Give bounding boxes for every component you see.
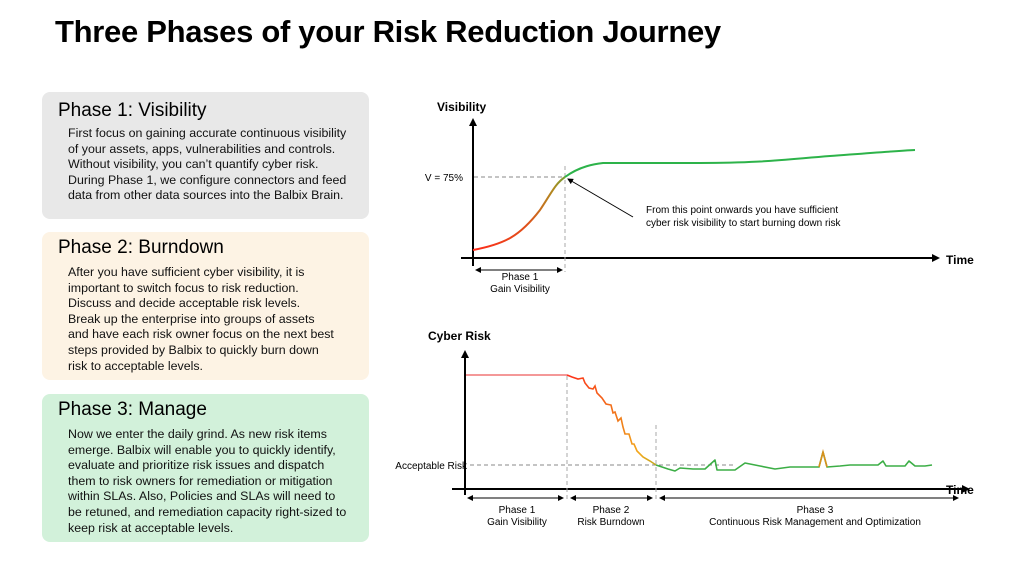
phase-2-heading: Phase 2: Burndown (58, 237, 224, 258)
phase-2-box: Phase 2: Burndown After you have suffici… (42, 232, 369, 380)
text-line: keep risk at acceptable levels. (68, 520, 234, 535)
threshold-label: V = 75% (425, 173, 463, 184)
text-line: evaluate and prioritize risk issues and … (68, 458, 325, 473)
text-line: be retuned, and remediation capacity rig… (68, 504, 347, 519)
visibility-diagram: Visibility Time V = 75% From this point … (425, 100, 974, 295)
visibility-axis-label: Visibility (437, 100, 486, 114)
text-line: steps provided by Balbix to quickly burn… (68, 342, 319, 357)
annotation-line-2: cyber risk visibility to start burning d… (646, 218, 842, 229)
visibility-curve-plateau (564, 149, 916, 178)
text-line: them to risk owners for remediation or m… (68, 473, 333, 488)
text-line: After you have sufficient cyber visibili… (68, 265, 305, 279)
phase-1-sublabel: Gain Visibility (490, 284, 550, 295)
text-line: emerge. Balbix will enable you to quickl… (68, 442, 336, 457)
risk-managed-curve (655, 451, 933, 472)
text-line: During Phase 1, we configure connectors … (68, 172, 347, 187)
text-line: Discuss and decide acceptable risk level… (68, 296, 301, 311)
text-line: within SLAs. Also, Policies and SLAs wil… (68, 489, 336, 504)
phase-3-description: Now we enter the daily grind. As new ris… (68, 427, 346, 536)
text-line: of your assets, apps, vulnerabilities an… (68, 141, 336, 156)
risk-burndown-curve (566, 374, 657, 466)
text-line: Break up the enterprise into groups of a… (68, 311, 315, 326)
risk-spike (818, 448, 828, 468)
time-axis-label: Time (946, 483, 974, 497)
phase-3-label: Phase 3 (797, 505, 834, 516)
time-axis-label: Time (946, 253, 974, 267)
phase-2-label: Phase 2 (593, 505, 630, 516)
text-line: and have each risk owner focus on the ne… (68, 327, 334, 342)
phase-2-description: After you have sufficient cyber visibili… (68, 265, 334, 374)
text-line: risk to acceptable levels. (68, 358, 203, 373)
phase-3-heading: Phase 3: Manage (58, 399, 207, 420)
text-line: First focus on gaining accurate continuo… (68, 126, 347, 140)
phase-1-label: Phase 1 (499, 505, 536, 516)
cyber-risk-diagram: Cyber Risk Time Acceptable Risk Phase 1 … (395, 329, 974, 528)
text-line: Without visibility, you can’t quantify c… (68, 157, 319, 172)
acceptable-risk-label: Acceptable Risk (395, 461, 468, 472)
annotation-arrow (567, 178, 634, 218)
cyber-risk-axis-label: Cyber Risk (428, 329, 491, 343)
phase-1-label: Phase 1 (502, 272, 539, 283)
text-line: important to switch focus to risk reduct… (68, 280, 299, 295)
phase-1-sublabel: Gain Visibility (487, 517, 547, 528)
phase-1-box: Phase 1: Visibility First focus on gaini… (42, 92, 369, 219)
phase-2-sublabel: Risk Burndown (577, 517, 644, 528)
phase-3-sublabel: Continuous Risk Management and Optimizat… (709, 517, 921, 528)
text-line: Now we enter the daily grind. As new ris… (68, 427, 327, 441)
phase-1-heading: Phase 1: Visibility (58, 100, 207, 121)
annotation-line-1: From this point onwards you have suffici… (646, 205, 838, 216)
visibility-curve-rising (472, 176, 566, 251)
text-line: data from other data sources into the Ba… (68, 188, 344, 203)
page-title: Three Phases of your Risk Reduction Jour… (55, 14, 721, 49)
phase-3-box: Phase 3: Manage Now we enter the daily g… (42, 394, 369, 542)
phase-1-description: First focus on gaining accurate continuo… (68, 126, 346, 204)
